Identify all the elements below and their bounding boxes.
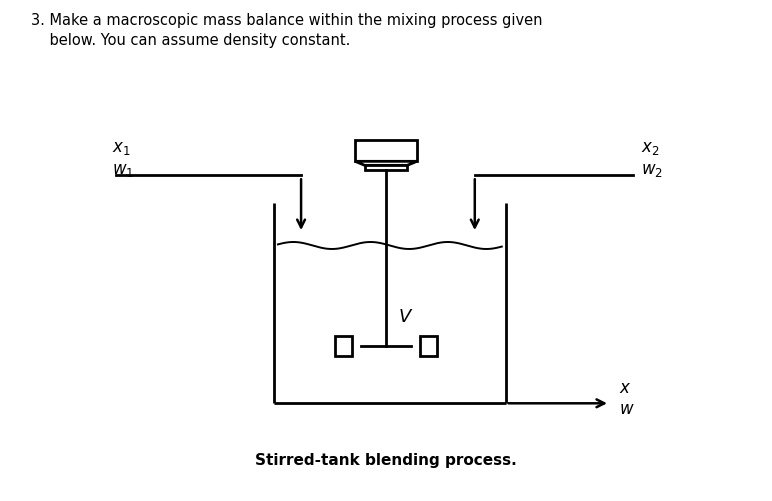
Polygon shape bbox=[364, 165, 408, 170]
Text: $x_2$: $x_2$ bbox=[641, 139, 659, 157]
Text: $w_2$: $w_2$ bbox=[641, 161, 662, 179]
Polygon shape bbox=[355, 140, 417, 161]
Polygon shape bbox=[355, 161, 417, 165]
Bar bbox=[420, 336, 437, 356]
Bar bbox=[335, 336, 352, 356]
Text: $V$: $V$ bbox=[398, 308, 413, 326]
Text: $w_1$: $w_1$ bbox=[112, 161, 134, 179]
Text: $x_1$: $x_1$ bbox=[112, 139, 130, 157]
Text: $x$: $x$ bbox=[619, 379, 631, 397]
Text: 3. Make a macroscopic mass balance within the mixing process given: 3. Make a macroscopic mass balance withi… bbox=[31, 13, 543, 28]
Text: Stirred-tank blending process.: Stirred-tank blending process. bbox=[255, 453, 517, 468]
Text: below. You can assume density constant.: below. You can assume density constant. bbox=[31, 33, 350, 48]
Text: $w$: $w$ bbox=[619, 400, 635, 418]
